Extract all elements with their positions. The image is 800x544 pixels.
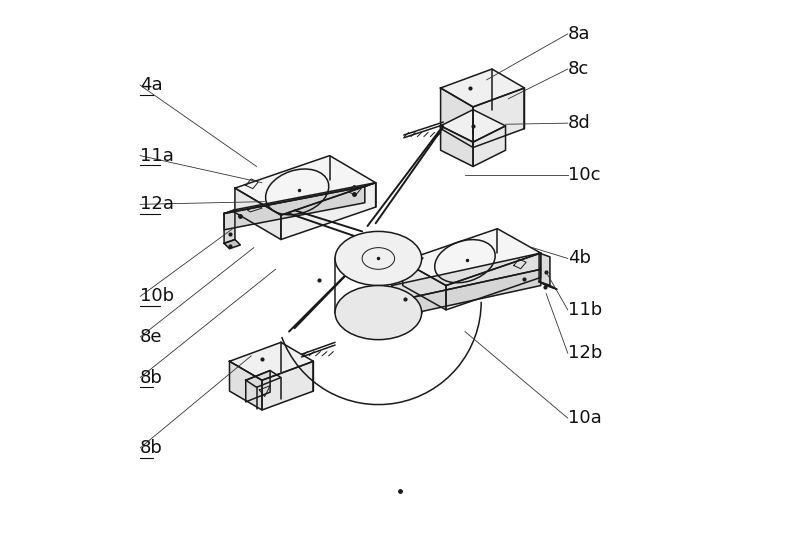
Ellipse shape bbox=[335, 231, 422, 286]
Text: 8c: 8c bbox=[568, 60, 589, 78]
Text: 8a: 8a bbox=[568, 25, 590, 43]
Ellipse shape bbox=[335, 286, 422, 339]
Text: 8b: 8b bbox=[140, 439, 163, 457]
Polygon shape bbox=[441, 126, 473, 166]
Polygon shape bbox=[539, 253, 550, 286]
Text: 8b: 8b bbox=[140, 368, 163, 387]
Polygon shape bbox=[539, 282, 557, 289]
Polygon shape bbox=[402, 228, 541, 286]
Polygon shape bbox=[224, 210, 235, 243]
Polygon shape bbox=[224, 187, 365, 230]
Text: 11a: 11a bbox=[140, 147, 174, 165]
Polygon shape bbox=[473, 126, 506, 166]
Text: 11b: 11b bbox=[568, 301, 602, 319]
Polygon shape bbox=[446, 253, 541, 310]
Text: 10a: 10a bbox=[568, 409, 602, 427]
Polygon shape bbox=[441, 110, 506, 142]
Text: 8d: 8d bbox=[568, 114, 590, 132]
Polygon shape bbox=[246, 370, 270, 402]
Polygon shape bbox=[235, 156, 376, 215]
Polygon shape bbox=[281, 183, 376, 239]
Polygon shape bbox=[441, 88, 473, 147]
Polygon shape bbox=[392, 253, 541, 302]
Text: 12b: 12b bbox=[568, 344, 602, 362]
Polygon shape bbox=[262, 361, 314, 410]
Polygon shape bbox=[441, 69, 525, 107]
Polygon shape bbox=[235, 188, 281, 239]
Text: 10c: 10c bbox=[568, 165, 600, 183]
Text: 4a: 4a bbox=[140, 76, 163, 94]
Text: 4b: 4b bbox=[568, 250, 590, 268]
Polygon shape bbox=[392, 269, 541, 318]
Text: 8e: 8e bbox=[140, 328, 162, 346]
Polygon shape bbox=[224, 239, 240, 249]
Polygon shape bbox=[230, 361, 262, 410]
Polygon shape bbox=[230, 342, 314, 380]
Polygon shape bbox=[246, 370, 281, 387]
Polygon shape bbox=[402, 261, 446, 310]
Polygon shape bbox=[473, 88, 525, 147]
Polygon shape bbox=[224, 183, 376, 214]
Text: 10b: 10b bbox=[140, 287, 174, 305]
Text: 12a: 12a bbox=[140, 195, 174, 213]
